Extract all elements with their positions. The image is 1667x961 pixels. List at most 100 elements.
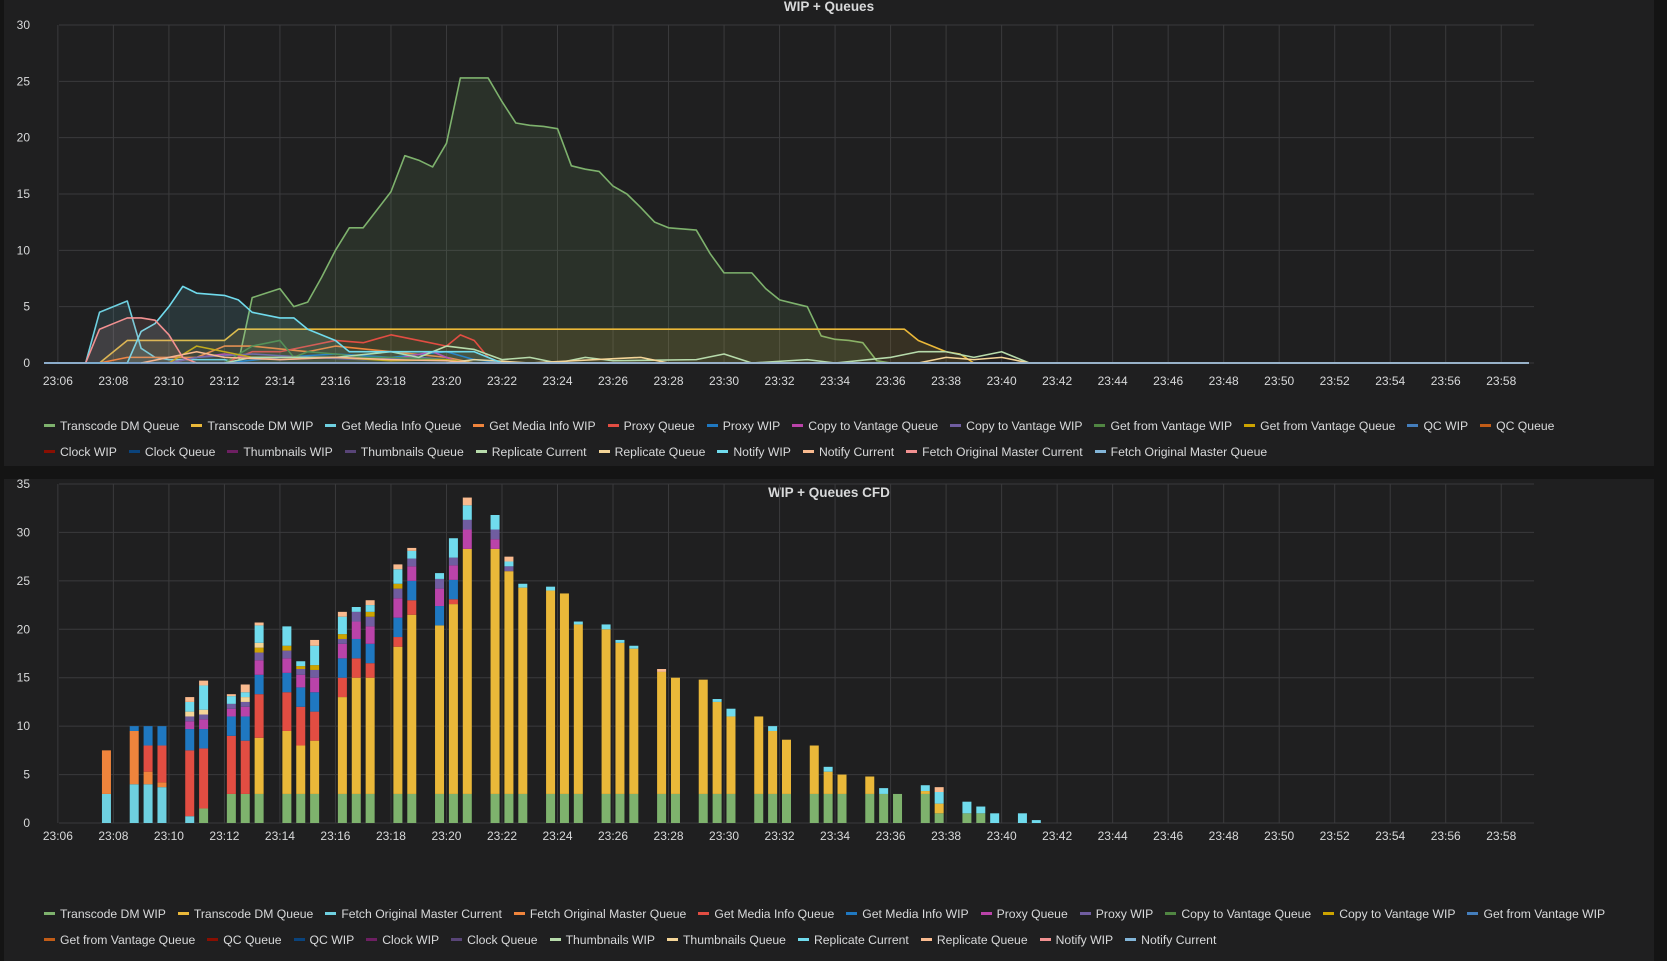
legend-item[interactable]: Replicate Current: [797, 927, 909, 953]
legend-swatch: [598, 450, 610, 454]
bar-segment: [226, 694, 236, 697]
legend-item[interactable]: Get from Vantage WIP: [1094, 413, 1232, 439]
y-tick-label: 5: [23, 300, 30, 314]
x-tick-label: 23:08: [98, 374, 128, 388]
legend-item[interactable]: Proxy Queue: [980, 901, 1068, 927]
bar-segment: [462, 519, 472, 530]
bar-segment: [629, 793, 639, 823]
legend-label: Copy to Vantage Queue: [1181, 907, 1312, 921]
legend-item[interactable]: Clock Queue: [451, 927, 538, 953]
y-tick-label: 20: [17, 622, 31, 636]
x-tick-label: 23:14: [265, 374, 295, 388]
legend-item[interactable]: Thumbnails Queue: [344, 439, 464, 465]
legend-label: Clock WIP: [60, 445, 117, 459]
legend-item[interactable]: QC WIP: [1407, 413, 1468, 439]
legend-item[interactable]: QC WIP: [293, 927, 355, 953]
legend-item[interactable]: Get Media Info Queue: [698, 901, 834, 927]
legend-label: Get Media Info WIP: [862, 907, 969, 921]
legend-item[interactable]: Replicate Queue: [920, 927, 1028, 953]
bar-segment: [629, 645, 639, 649]
bar-segment: [823, 771, 833, 794]
bar-segment: [782, 739, 791, 794]
legend-label: Fetch Original Master Queue: [1110, 445, 1268, 459]
bar-segment: [490, 514, 500, 530]
bar-segment: [865, 793, 875, 823]
bar-segment: [435, 578, 445, 589]
y-tick-label: 0: [23, 816, 30, 830]
bar-segment: [254, 674, 264, 695]
bar-segment: [823, 793, 833, 823]
bar-segment: [129, 726, 139, 731]
legend-item[interactable]: Thumbnails Queue: [666, 927, 786, 953]
bar-segment: [199, 680, 209, 686]
legend-item[interactable]: Thumbnails WIP: [227, 439, 333, 465]
legend-item[interactable]: Notify WIP: [717, 439, 791, 465]
legend-item[interactable]: Clock WIP: [366, 927, 439, 953]
legend-swatch: [1244, 424, 1256, 428]
legend-item[interactable]: Notify Current: [802, 439, 894, 465]
bar-segment: [157, 745, 167, 783]
bar-segment: [670, 677, 680, 794]
bar-segment: [504, 561, 514, 567]
bar-segment: [490, 529, 500, 540]
legend-item[interactable]: Clock Queue: [128, 439, 215, 465]
legend-item[interactable]: Notify Current: [1125, 927, 1216, 953]
legend-swatch: [44, 450, 55, 454]
bar-segment: [282, 692, 292, 731]
x-tick-label: 23:32: [765, 829, 795, 843]
bar-segment: [185, 711, 195, 717]
legend-item[interactable]: Replicate Current: [475, 439, 587, 465]
bar-segment: [240, 692, 250, 698]
legend-item[interactable]: Copy to Vantage Queue: [1165, 901, 1311, 927]
bar-segment: [351, 658, 361, 678]
bar-segment: [254, 625, 264, 643]
legend-item[interactable]: Transcode DM Queue: [44, 413, 179, 439]
legend-item[interactable]: Proxy Queue: [607, 413, 695, 439]
legend-item[interactable]: QC Queue: [207, 927, 282, 953]
x-tick-label: 23:06: [43, 374, 73, 388]
legend-label: Thumbnails WIP: [565, 933, 655, 947]
legend-item[interactable]: Copy to Vantage WIP: [950, 413, 1082, 439]
bar-segment: [310, 740, 320, 794]
legend-item[interactable]: Fetch Original Master Queue: [1094, 439, 1268, 465]
bar-segment: [393, 583, 403, 589]
legend-item[interactable]: Thumbnails WIP: [549, 927, 655, 953]
bar-segment: [282, 730, 292, 794]
legend-item[interactable]: Notify WIP: [1039, 927, 1113, 953]
bar-segment: [559, 593, 569, 794]
legend-item[interactable]: Clock WIP: [44, 439, 117, 465]
legend-label: Replicate Queue: [614, 445, 706, 459]
legend-item[interactable]: QC Queue: [1480, 413, 1554, 439]
bar-segment: [365, 611, 375, 617]
wip-queues-legend: Transcode DM Queue Transcode DM WIP Get Me…: [44, 413, 1634, 465]
bar-segment: [920, 793, 930, 823]
bar-segment: [407, 793, 417, 823]
legend-swatch: [666, 938, 678, 942]
bar-segment: [976, 806, 986, 814]
legend-item[interactable]: Fetch Original Master Current: [325, 901, 502, 927]
legend-item[interactable]: Get from Vantage Queue: [44, 927, 195, 953]
legend-item[interactable]: Get from Vantage Queue: [1244, 413, 1395, 439]
legend-item[interactable]: Get Media Info WIP: [846, 901, 969, 927]
legend-label: QC WIP: [309, 933, 355, 947]
legend-item[interactable]: Get from Vantage WIP: [1467, 901, 1605, 927]
legend-item[interactable]: Copy to Vantage WIP: [1323, 901, 1455, 927]
legend-item[interactable]: Copy to Vantage Queue: [792, 413, 938, 439]
legend-item[interactable]: Replicate Queue: [598, 439, 706, 465]
legend-item[interactable]: Transcode DM WIP: [191, 413, 313, 439]
bar-segment: [199, 719, 209, 730]
bar-segment: [754, 793, 764, 823]
legend-label: Proxy WIP: [1095, 907, 1154, 921]
legend-item[interactable]: Proxy WIP: [706, 413, 780, 439]
legend-item[interactable]: Get Media Info Queue: [325, 413, 461, 439]
bar-segment: [143, 784, 153, 823]
bar-segment: [199, 729, 209, 749]
legend-item[interactable]: Fetch Original Master Current: [906, 439, 1083, 465]
legend-item[interactable]: Transcode DM Queue: [177, 901, 313, 927]
bar-segment: [226, 703, 236, 709]
legend-item[interactable]: Get Media Info WIP: [473, 413, 596, 439]
legend-item[interactable]: Proxy WIP: [1079, 901, 1154, 927]
legend-item[interactable]: Transcode DM WIP: [44, 901, 166, 927]
bar-segment: [226, 696, 236, 704]
legend-item[interactable]: Fetch Original Master Queue: [513, 901, 686, 927]
